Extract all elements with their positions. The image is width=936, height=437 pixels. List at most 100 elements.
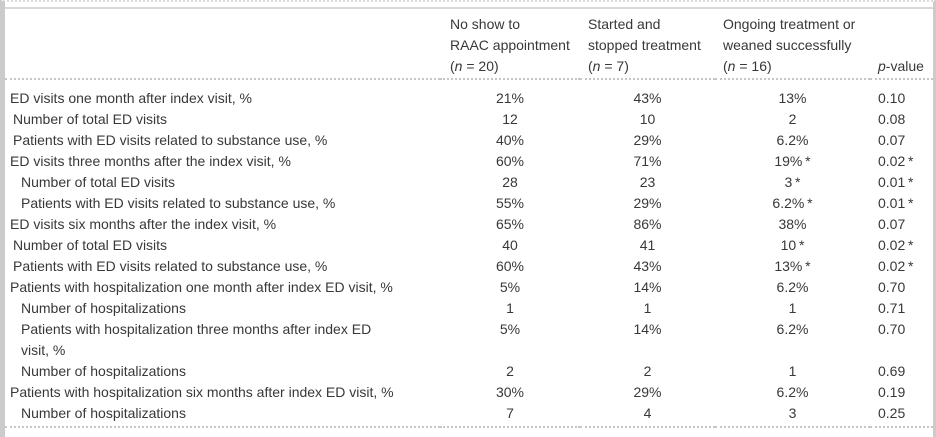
cell-ongoing-weaned: 10 * (780, 237, 805, 253)
header-n-line: (n = 7) (588, 56, 715, 77)
cell-no-show-raac: 60% (495, 153, 525, 169)
outcomes-table: No show to RAAC appointment (n = 20) Sta… (5, 7, 933, 428)
table-row: Number of total ED visits 28 23 3 * 0.01 * (5, 172, 933, 193)
table-row: Patients with hospitalization three mont… (5, 319, 933, 361)
cell-started-stopped: 29% (633, 132, 662, 148)
table-row: ED visits one month after index visit, %… (5, 79, 933, 109)
column-header-p-value: p-value (870, 8, 933, 80)
cell-ongoing-weaned: 6.2% * (772, 195, 813, 211)
column-header-started-stopped: Started and stopped treatment (n = 7) (580, 8, 715, 80)
table-body: ED visits one month after index visit, %… (5, 79, 933, 427)
p-symbol: p (878, 58, 886, 74)
header-row: No show to RAAC appointment (n = 20) Sta… (5, 8, 933, 80)
cell-started-stopped: 29% (633, 384, 662, 400)
cell-started-stopped: 23 (639, 174, 656, 190)
cell-p-value: 0.71 (878, 300, 906, 316)
cell-started-stopped: 71% (633, 153, 662, 169)
table-row: Patients with hospitalization six months… (5, 382, 933, 403)
table-row: ED visits three months after the index v… (5, 151, 933, 172)
cell-ongoing-weaned: 1 (788, 300, 797, 316)
row-label: ED visits six months after the index vis… (10, 216, 277, 232)
row-label: Number of total ED visits (21, 174, 176, 190)
table-header: No show to RAAC appointment (n = 20) Sta… (5, 8, 933, 80)
table-row: Number of total ED visits 12 10 2 0.08 (5, 109, 933, 130)
cell-started-stopped: 43% (633, 258, 662, 274)
column-header-empty (5, 8, 440, 80)
cell-p-value: 0.69 (878, 363, 906, 379)
cell-no-show-raac: 65% (495, 216, 525, 232)
cell-no-show-raac: 55% (495, 195, 525, 211)
row-label: Patients with hospitalization six months… (10, 384, 394, 400)
cell-started-stopped: 10 (639, 111, 656, 127)
cell-p-value: 0.25 (878, 405, 906, 421)
cell-ongoing-weaned: 19% * (774, 153, 811, 169)
table-row: ED visits six months after the index vis… (5, 214, 933, 235)
paren: ( (450, 58, 455, 74)
cell-ongoing-weaned: 3 (788, 405, 797, 421)
cell-started-stopped: 1 (643, 300, 652, 316)
table-row: Patients with ED visits related to subst… (5, 256, 933, 277)
cell-ongoing-weaned: 13% (778, 90, 807, 106)
paren: ( (588, 58, 593, 74)
cell-ongoing-weaned: 13% * (774, 258, 811, 274)
row-label: Patients with hospitalization one month … (10, 279, 393, 295)
cell-ongoing-weaned: 38% (778, 216, 807, 232)
table-row: Number of hospitalizations 7 4 3 0.25 (5, 403, 933, 427)
row-label: Number of total ED visits (13, 237, 168, 253)
n-count: = 7) (600, 58, 629, 74)
cell-no-show-raac: 1 (506, 300, 514, 316)
cell-no-show-raac: 30% (495, 384, 525, 400)
p-value-suffix: -value (885, 58, 924, 74)
cell-ongoing-weaned: 6.2% (776, 321, 809, 337)
table-row: Patients with ED visits related to subst… (5, 130, 933, 151)
cell-p-value: 0.01 * (878, 195, 914, 211)
cell-started-stopped: 41 (639, 237, 656, 253)
cell-p-value: 0.07 (878, 216, 906, 232)
cell-no-show-raac: 28 (502, 174, 518, 190)
row-label: Patients with hospitalization three mont… (5, 319, 440, 361)
cell-p-value: 0.10 (878, 90, 906, 106)
table-row: Patients with ED visits related to subst… (5, 193, 933, 214)
table-row: Number of total ED visits 40 41 10 * 0.02 * (5, 235, 933, 256)
cell-p-value: 0.08 (878, 111, 906, 127)
cell-no-show-raac: 5% (499, 321, 521, 337)
cell-started-stopped: 86% (633, 216, 662, 232)
table-row: Number of hospitalizations 2 2 1 0.69 (5, 361, 933, 382)
cell-no-show-raac: 5% (499, 279, 521, 295)
n-symbol: n (454, 58, 463, 74)
row-label-line2: visit, % (21, 342, 66, 358)
cell-p-value: 0.01 * (878, 174, 914, 190)
row-label: Number of hospitalizations (21, 405, 186, 421)
cell-no-show-raac: 12 (502, 111, 518, 127)
cell-started-stopped: 14% (633, 279, 662, 295)
row-label: Patients with ED visits related to subst… (21, 195, 336, 211)
cell-no-show-raac: 40% (495, 132, 525, 148)
n-count: = 20) (462, 58, 499, 74)
row-label: Patients with ED visits related to subst… (13, 258, 328, 274)
cell-p-value: 0.07 (878, 132, 906, 148)
header-n-line: (n = 20) (450, 56, 580, 77)
cell-ongoing-weaned: 6.2% (776, 132, 809, 148)
cell-no-show-raac: 21% (495, 90, 525, 106)
header-line: weaned successfully (723, 37, 852, 53)
cell-no-show-raac: 2 (506, 363, 514, 379)
n-count: = 16) (735, 58, 772, 74)
table-row: Number of hospitalizations 1 1 1 0.71 (5, 298, 933, 319)
cell-no-show-raac: 40 (502, 237, 518, 253)
cell-p-value: 0.70 (878, 279, 906, 295)
header-line: Started and (588, 16, 661, 32)
cell-p-value: 0.19 (878, 384, 906, 400)
n-symbol: n (592, 58, 601, 74)
cell-no-show-raac: 7 (506, 405, 514, 421)
cell-p-value: 0.02 * (878, 153, 914, 169)
row-label: Number of hospitalizations (21, 363, 186, 379)
header-line: RAAC appointment (450, 37, 570, 53)
n-symbol: n (727, 58, 736, 74)
cell-started-stopped: 4 (643, 405, 652, 421)
cell-no-show-raac: 60% (495, 258, 525, 274)
cell-p-value: 0.02 * (878, 237, 914, 253)
row-label: Number of hospitalizations (21, 300, 186, 316)
header-line: stopped treatment (588, 37, 701, 53)
header-n-line: (n = 16) (723, 56, 870, 77)
